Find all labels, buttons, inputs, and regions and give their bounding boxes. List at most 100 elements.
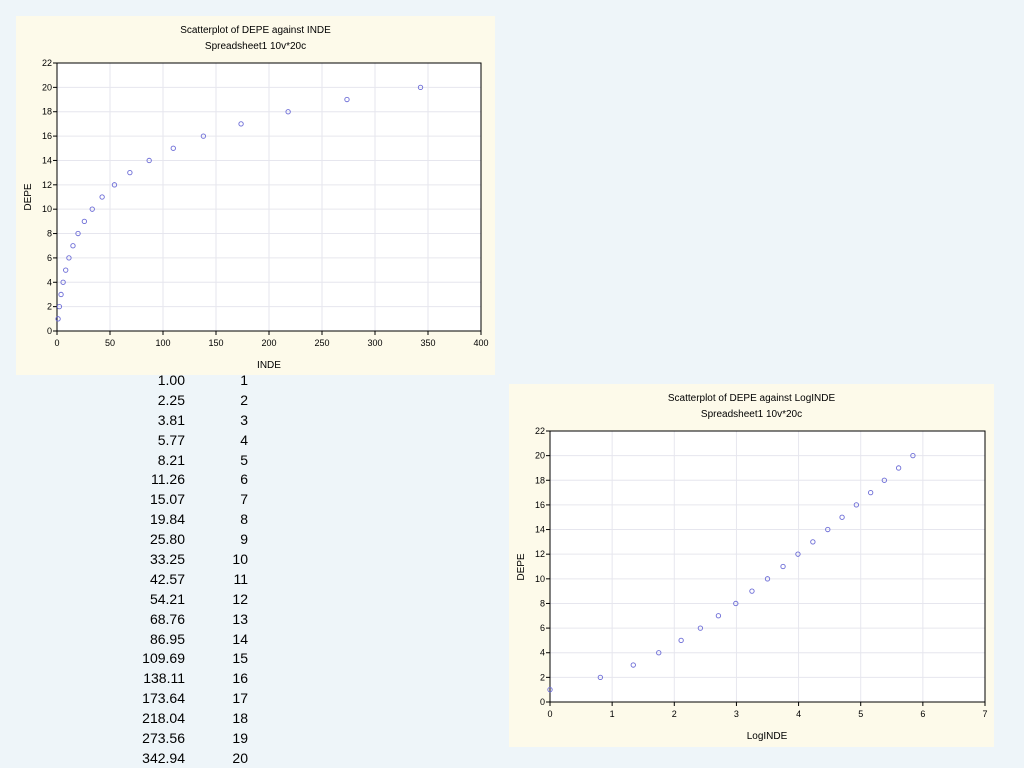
table-row: 3.81 3 bbox=[60, 410, 260, 430]
y-tick-label: 6 bbox=[47, 253, 52, 263]
y-tick-label: 8 bbox=[47, 229, 52, 239]
depe-value-cell: 14 bbox=[232, 630, 248, 647]
table-row: 138.11 16 bbox=[60, 668, 260, 688]
chart-subtitle: Spreadsheet1 10v*20c bbox=[701, 409, 802, 420]
inde-value-cell: 138.11 bbox=[143, 670, 185, 687]
y-tick-label: 8 bbox=[540, 598, 545, 608]
table-row: 42.57 11 bbox=[60, 569, 260, 589]
data-point bbox=[656, 650, 662, 656]
plot-area bbox=[550, 431, 985, 702]
x-tick-label: 2 bbox=[672, 709, 677, 719]
y-tick-label: 12 bbox=[42, 180, 52, 190]
table-row: 25.80 9 bbox=[60, 529, 260, 549]
data-point bbox=[89, 206, 95, 212]
data-point bbox=[285, 109, 291, 115]
y-tick-label: 18 bbox=[42, 107, 52, 117]
y-tick-label: 20 bbox=[535, 451, 545, 461]
y-tick-label: 14 bbox=[42, 155, 52, 165]
y-tick-label: 10 bbox=[535, 574, 545, 584]
y-tick-label: 2 bbox=[540, 672, 545, 682]
scatterplot-inde-chart: Scatterplot of DEPE against INDE Spreads… bbox=[23, 25, 489, 371]
inde-value-cell: 42.57 bbox=[149, 570, 185, 587]
data-point bbox=[81, 218, 87, 225]
data-point bbox=[58, 291, 64, 298]
x-tick-label: 6 bbox=[920, 709, 925, 719]
inde-value-cell: 68.76 bbox=[149, 610, 185, 627]
y-tick-label: 16 bbox=[42, 131, 52, 141]
x-tick-label: 300 bbox=[367, 338, 382, 348]
depe-value-cell: 2 bbox=[240, 391, 248, 408]
data-point bbox=[825, 526, 831, 533]
data-point bbox=[597, 674, 603, 681]
inde-value-cell: 11.26 bbox=[151, 471, 185, 488]
data-point bbox=[795, 551, 801, 557]
depe-value-cell: 17 bbox=[232, 690, 248, 707]
inde-value-cell: 218.04 bbox=[142, 710, 185, 727]
data-point bbox=[111, 182, 118, 188]
depe-value-cell: 11 bbox=[233, 570, 248, 587]
data-point bbox=[839, 514, 845, 520]
inde-value-cell: 342.94 bbox=[142, 749, 185, 766]
data-point bbox=[881, 477, 887, 483]
depe-value-cell: 3 bbox=[240, 411, 248, 428]
table-row: 173.64 17 bbox=[60, 688, 260, 708]
x-tick-label: 5 bbox=[858, 709, 863, 719]
table-row: 33.25 10 bbox=[60, 549, 260, 569]
scatterplot-inde-panel: Scatterplot of DEPE against INDE Spreads… bbox=[16, 16, 495, 375]
y-tick-label: 20 bbox=[42, 82, 52, 92]
inde-value-cell: 19.84 bbox=[149, 511, 185, 528]
x-tick-label: 4 bbox=[796, 709, 801, 719]
table-row: 11.26 6 bbox=[60, 469, 260, 489]
y-tick-label: 4 bbox=[540, 648, 545, 658]
data-point bbox=[853, 502, 860, 508]
data-point bbox=[60, 279, 66, 285]
x-tick-label: 1 bbox=[610, 709, 615, 719]
y-tick-label: 18 bbox=[535, 475, 545, 485]
x-tick-label: 350 bbox=[420, 338, 435, 348]
x-axis-label: INDE bbox=[257, 360, 281, 371]
data-point bbox=[200, 133, 207, 139]
data-point bbox=[715, 613, 722, 619]
data-table: 1.00 1 2.25 2 3.81 3 5.77 4 8.21 5 11.26 6 15.07 7 19.… bbox=[60, 370, 260, 768]
data-point bbox=[99, 194, 105, 200]
table-row: 19.84 8 bbox=[60, 509, 260, 529]
x-tick-label: 250 bbox=[314, 338, 329, 348]
data-point bbox=[344, 96, 350, 103]
data-point bbox=[733, 600, 739, 607]
inde-value-cell: 273.56 bbox=[142, 730, 185, 747]
data-point bbox=[780, 563, 786, 570]
inde-value-cell: 173.64 bbox=[142, 690, 185, 707]
plot-frame bbox=[549, 430, 986, 703]
x-tick-label: 100 bbox=[155, 338, 170, 348]
y-tick-label: 0 bbox=[47, 326, 52, 336]
inde-value-cell: 8.21 bbox=[157, 451, 185, 468]
table-row: 54.21 12 bbox=[60, 589, 260, 609]
data-point bbox=[238, 121, 244, 127]
table-row: 5.77 4 bbox=[60, 430, 260, 450]
x-tick-label: 3 bbox=[734, 709, 739, 719]
data-point bbox=[55, 316, 61, 322]
table-row: 1.00 1 bbox=[60, 370, 260, 390]
depe-value-cell: 5 bbox=[240, 451, 248, 468]
inde-value-cell: 2.25 bbox=[157, 391, 185, 408]
data-point bbox=[75, 230, 81, 237]
data-point bbox=[127, 169, 133, 176]
y-axis-label: DEPE bbox=[23, 183, 34, 211]
chart-title: Scatterplot of DEPE against INDE bbox=[180, 25, 331, 36]
y-tick-label: 10 bbox=[42, 204, 52, 214]
data-point bbox=[697, 625, 704, 631]
x-tick-label: 0 bbox=[547, 709, 552, 719]
data-point bbox=[146, 157, 152, 164]
depe-value-cell: 20 bbox=[232, 749, 248, 766]
y-tick-label: 6 bbox=[540, 623, 545, 633]
inde-value-cell: 25.80 bbox=[149, 531, 185, 548]
depe-value-cell: 15 bbox=[232, 650, 248, 667]
x-tick-label: 50 bbox=[105, 338, 115, 348]
inde-value-cell: 3.81 bbox=[157, 411, 185, 428]
data-point bbox=[630, 662, 636, 668]
data-point bbox=[417, 84, 424, 91]
depe-value-cell: 9 bbox=[240, 531, 248, 548]
data-point bbox=[678, 637, 684, 644]
data-point bbox=[810, 539, 816, 545]
y-tick-label: 2 bbox=[47, 302, 52, 312]
